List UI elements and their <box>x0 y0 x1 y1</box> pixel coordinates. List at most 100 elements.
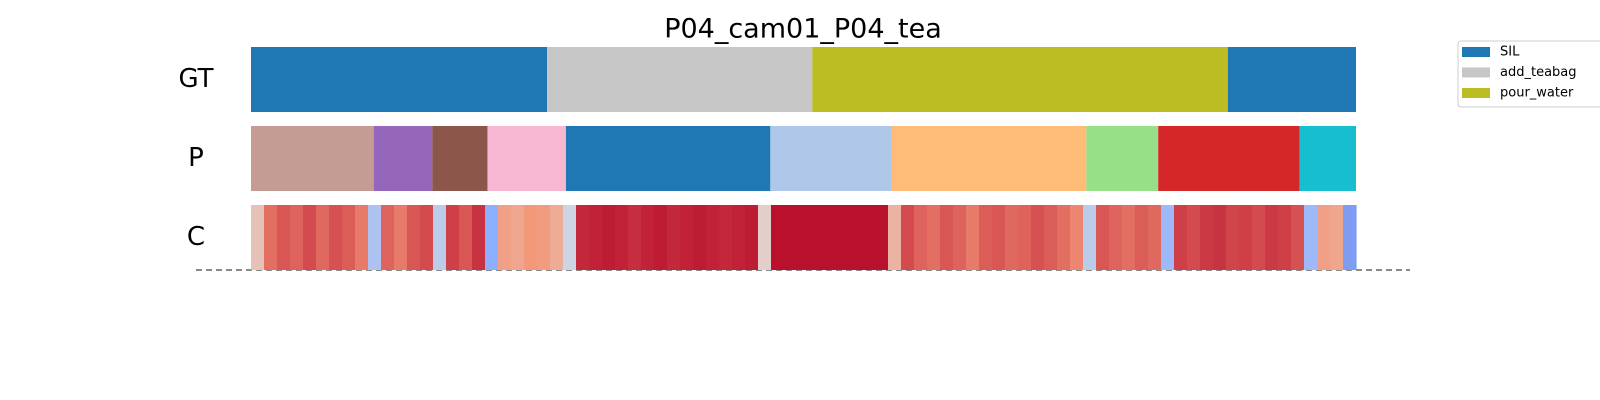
confidence-bin <box>940 205 954 270</box>
confidence-bin <box>1161 205 1175 270</box>
segment <box>770 126 892 191</box>
confidence-bin <box>1135 205 1149 270</box>
confidence-bin <box>862 205 876 270</box>
confidence-bin <box>641 205 655 270</box>
confidence-bin <box>407 205 421 270</box>
confidence-bin <box>1148 205 1162 270</box>
chart-title: P04_cam01_P04_tea <box>664 14 942 45</box>
legend-label: pour_water <box>1500 86 1574 101</box>
confidence-bin <box>1018 205 1032 270</box>
segment <box>432 126 488 191</box>
confidence-bin <box>1304 205 1318 270</box>
legend-swatch <box>1462 67 1490 78</box>
confidence-bin <box>355 205 369 270</box>
legend-swatch <box>1462 88 1490 98</box>
confidence-bin <box>810 205 824 270</box>
confidence-bin <box>472 205 486 270</box>
confidence-bin <box>1317 205 1331 270</box>
segment <box>812 47 1228 112</box>
confidence-bin <box>693 205 707 270</box>
confidence-bin <box>381 205 395 270</box>
confidence-bin <box>420 205 434 270</box>
confidence-bin <box>654 205 668 270</box>
confidence-bin <box>511 205 525 270</box>
confidence-bin <box>992 205 1006 270</box>
confidence-bin <box>277 205 291 270</box>
confidence-bin <box>342 205 356 270</box>
confidence-bin <box>615 205 629 270</box>
confidence-bin <box>1109 205 1123 270</box>
confidence-bin <box>1278 205 1292 270</box>
confidence-bin <box>264 205 278 270</box>
confidence-bin <box>1200 205 1214 270</box>
segment <box>251 126 374 191</box>
confidence-bin <box>732 205 746 270</box>
confidence-bin <box>849 205 863 270</box>
segment <box>565 126 771 191</box>
confidence-bin <box>953 205 967 270</box>
confidence-bin <box>836 205 850 270</box>
confidence-bin <box>901 205 915 270</box>
confidence-bin <box>1174 205 1188 270</box>
confidence-bin <box>797 205 811 270</box>
confidence-bin <box>1343 205 1357 270</box>
confidence-bin <box>459 205 473 270</box>
confidence-bin <box>524 205 538 270</box>
legend: SIL add_teabag pour_water <box>1457 40 1600 108</box>
confidence-bin <box>1265 205 1279 270</box>
segment <box>891 126 1087 191</box>
confidence-bin <box>875 205 889 270</box>
segment <box>487 126 566 191</box>
confidence-bin <box>1044 205 1058 270</box>
confidence-bin <box>979 205 993 270</box>
confidence-bin <box>784 205 798 270</box>
segment <box>373 126 433 191</box>
confidence-bin <box>550 205 564 270</box>
segment <box>547 47 813 112</box>
confidence-bin <box>1057 205 1071 270</box>
confidence-bin <box>368 205 382 270</box>
confidence-bin <box>446 205 460 270</box>
confidence-bin <box>563 205 577 270</box>
confidence-bin <box>1122 205 1136 270</box>
confidence-bin <box>680 205 694 270</box>
confidence-bin <box>394 205 408 270</box>
legend-label: add_teabag <box>1500 65 1577 80</box>
segment <box>1086 126 1159 191</box>
confidence-bin <box>1291 205 1305 270</box>
row-label: C <box>187 222 205 252</box>
confidence-bin <box>576 205 590 270</box>
confidence-bin <box>745 205 759 270</box>
confidence-bin <box>1070 205 1084 270</box>
confidence-bin <box>1252 205 1266 270</box>
confidence-bin <box>719 205 733 270</box>
row-label: P <box>188 143 204 173</box>
confidence-bin <box>667 205 681 270</box>
confidence-bin <box>1226 205 1240 270</box>
confidence-bin <box>329 205 343 270</box>
segment <box>1227 47 1356 112</box>
confidence-bin <box>758 205 772 270</box>
confidence-bin <box>251 205 265 270</box>
legend-swatch <box>1462 47 1490 57</box>
confidence-bin <box>1213 205 1227 270</box>
confidence-bin <box>537 205 551 270</box>
confidence-bin <box>290 205 304 270</box>
confidence-bin <box>498 205 512 270</box>
segment <box>1299 126 1356 191</box>
confidence-bin <box>602 205 616 270</box>
confidence-bin <box>485 205 499 270</box>
confidence-bin <box>966 205 980 270</box>
segment <box>251 47 548 112</box>
confidence-bin <box>1005 205 1019 270</box>
confidence-bin <box>589 205 603 270</box>
confidence-bin <box>316 205 330 270</box>
confidence-bin <box>1096 205 1110 270</box>
confidence-bin <box>1083 205 1097 270</box>
confidence-bin <box>433 205 447 270</box>
confidence-bin <box>914 205 928 270</box>
confidence-bin <box>628 205 642 270</box>
confidence-bin <box>771 205 785 270</box>
confidence-bin <box>927 205 941 270</box>
